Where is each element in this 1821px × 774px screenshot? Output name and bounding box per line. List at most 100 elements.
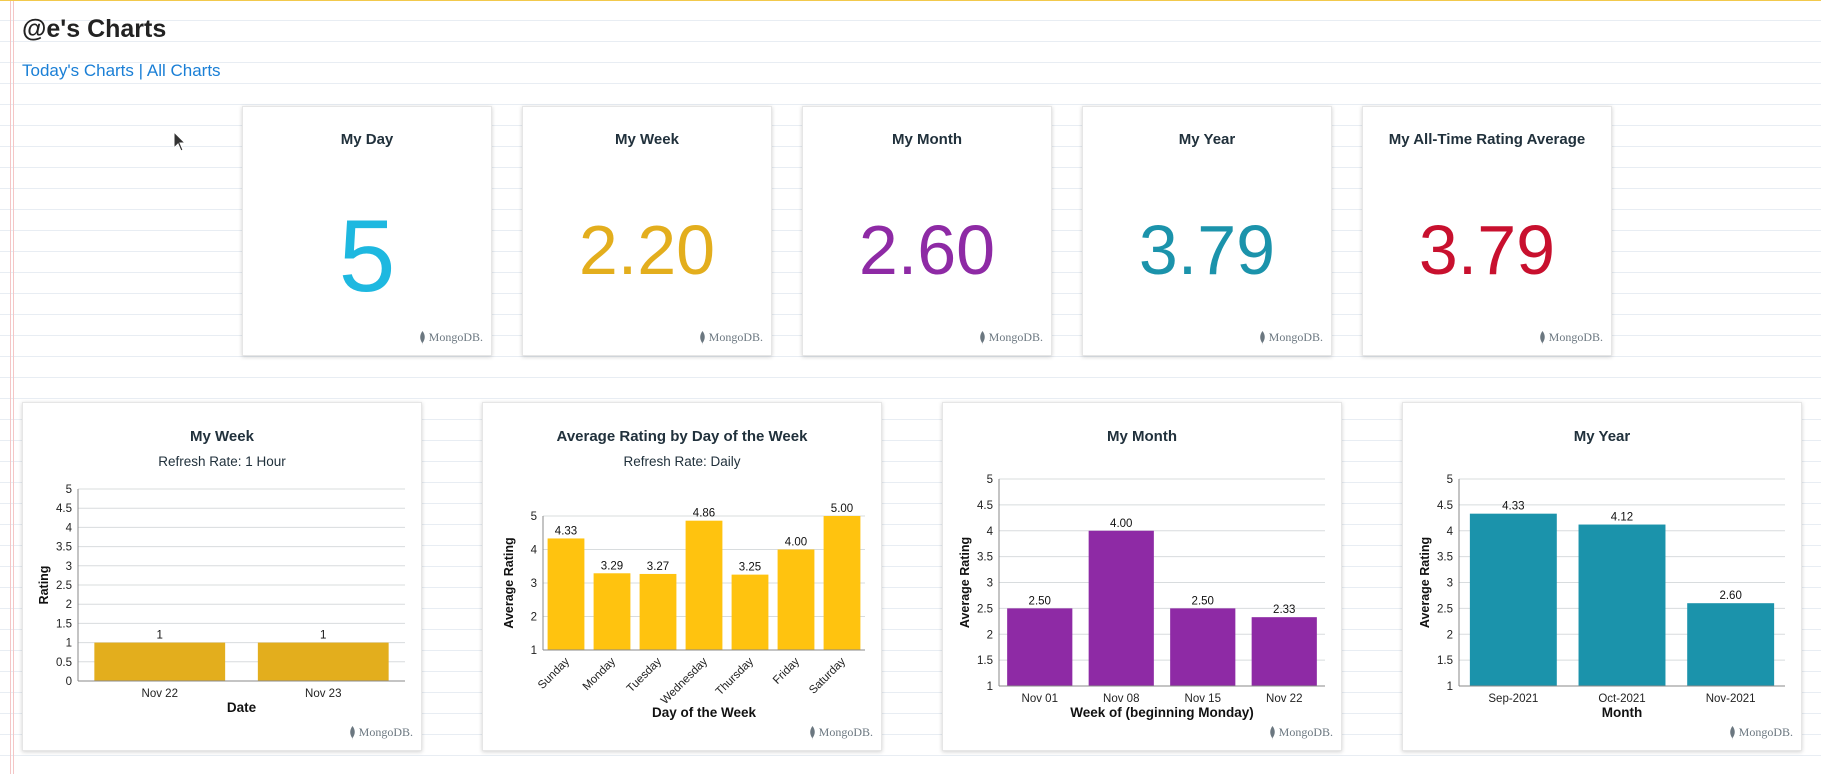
bar <box>1007 608 1073 686</box>
bar <box>685 520 723 650</box>
kpi-card-day[interactable]: My Day 5 MongoDB. <box>242 106 492 356</box>
x-tick-label: Sunday <box>536 655 572 691</box>
watermark-label: MongoDB. <box>1278 725 1333 739</box>
x-tick-label: Nov 22 <box>142 688 178 700</box>
y-tick-label: 4 <box>987 526 994 538</box>
y-tick-label: 4.5 <box>1437 500 1453 512</box>
bar-value-label: 3.27 <box>647 561 669 573</box>
kpi-title: My Year <box>1178 131 1236 148</box>
y-tick-label: 1 <box>987 681 993 693</box>
bar <box>1469 513 1557 686</box>
watermark-label: MongoDB. <box>818 725 873 739</box>
kpi-card-week[interactable]: My Week 2.20 MongoDB. <box>522 106 772 356</box>
watermark-label: MongoDB. <box>428 330 483 344</box>
y-tick-label: 3.5 <box>977 552 993 564</box>
watermark-label: MongoDB. <box>708 330 763 344</box>
kpi-title: My Day <box>340 131 394 148</box>
chart-title: Average Rating by Day of the Week <box>556 428 808 445</box>
bar <box>547 538 585 650</box>
y-tick-label: 1.5 <box>56 618 72 630</box>
x-tick-label: Nov 15 <box>1185 693 1221 705</box>
chart-subtitle: Refresh Rate: Daily <box>623 454 741 469</box>
mongodb-watermark: MongoDB. <box>419 330 483 345</box>
bar <box>257 642 389 681</box>
x-tick-label: Nov 22 <box>1266 693 1302 705</box>
y-tick-label: 5 <box>531 511 537 523</box>
kpi-title: My Week <box>615 131 679 148</box>
y-tick-label: 1 <box>1447 681 1453 693</box>
y-axis-title: Rating <box>37 566 51 605</box>
x-axis-title: Month <box>1602 705 1642 720</box>
kpi-value: 2.60 <box>858 211 996 289</box>
chart-card-day-of-week[interactable]: Average Rating by Day of the Week Refres… <box>482 402 882 751</box>
mongodb-leaf-icon <box>979 330 985 345</box>
mongodb-watermark: MongoDB. <box>699 330 763 345</box>
mongodb-watermark: MongoDB. <box>1539 330 1603 345</box>
chart-card-my-month[interactable]: My Month 1 1.5 2 2.5 3 3.5 4 4.5 5 2.50 Nov 01 4.00… <box>942 402 1342 751</box>
bar <box>823 516 861 650</box>
y-tick-label: 4 <box>1447 526 1454 538</box>
page-title: @e's Charts <box>22 15 167 43</box>
x-tick-label: Tuesday <box>625 655 665 695</box>
bar <box>639 573 677 650</box>
y-tick-label: 2.5 <box>56 580 72 592</box>
all-charts-link[interactable]: All Charts <box>146 61 221 80</box>
bar <box>1687 603 1775 686</box>
y-tick-label: 5 <box>1447 474 1453 486</box>
y-tick-label: 2.5 <box>977 603 993 615</box>
bar <box>731 574 769 650</box>
bar-value-label: 4.33 <box>1502 501 1524 513</box>
bar <box>593 573 631 650</box>
mongodb-leaf-icon <box>699 330 705 345</box>
x-axis-title: Date <box>227 700 257 715</box>
kpi-title: My Month <box>892 131 962 148</box>
mongodb-leaf-icon <box>1539 330 1545 345</box>
mongodb-watermark: MongoDB. <box>349 725 413 740</box>
bar-value-label: 2.60 <box>1719 590 1741 602</box>
kpi-value: 3.79 <box>1138 211 1276 289</box>
kpi-value: 5 <box>338 199 396 313</box>
y-tick-label: 4.5 <box>56 503 72 515</box>
bar <box>777 549 815 650</box>
bar <box>1088 530 1154 686</box>
kpi-value: 2.20 <box>578 211 716 289</box>
todays-charts-link[interactable]: Today's Charts <box>22 61 134 80</box>
y-tick-label: 2.5 <box>1437 603 1453 615</box>
y-axis-title: Average Rating <box>958 537 972 628</box>
bar <box>1170 608 1236 686</box>
x-tick-label: Nov-2021 <box>1706 693 1756 705</box>
y-tick-label: 0 <box>66 676 72 688</box>
bar-value-label: 4.00 <box>785 537 807 549</box>
chart-nav: Today's Charts | All Charts <box>22 61 221 81</box>
bar-value-label: 4.00 <box>1110 518 1132 530</box>
my-week-bar-chart: 0 0.5 1 1.5 2 2.5 3 3.5 4 4.5 5 1 Nov 22 1 Nov 23 Date R… <box>37 484 405 715</box>
y-tick-label: 4 <box>531 545 538 557</box>
x-axis-title: Week of (beginning Monday) <box>1070 705 1254 720</box>
x-tick-label: Friday <box>771 655 802 686</box>
chart-card-my-year[interactable]: My Year 1 1.5 2 2.5 3 3.5 4 4.5 5 4.33 Sep-2021 4.1… <box>1402 402 1802 751</box>
bar-value-label: 1 <box>157 630 163 642</box>
x-tick-label: Wednesday <box>659 655 710 706</box>
bar-value-label: 4.12 <box>1611 512 1633 524</box>
mongodb-watermark: MongoDB. <box>1729 725 1793 740</box>
bar-value-label: 2.33 <box>1273 604 1295 616</box>
mongodb-leaf-icon <box>1259 330 1265 345</box>
mouse-cursor-icon <box>173 131 187 152</box>
kpi-card-month[interactable]: My Month 2.60 MongoDB. <box>802 106 1052 356</box>
chart-card-my-week[interactable]: My Week Refresh Rate: 1 Hour 0 0.5 1 1.5 2 2.… <box>22 402 422 751</box>
x-tick-label: Sep-2021 <box>1488 693 1538 705</box>
y-tick-label: 5 <box>987 474 993 486</box>
mongodb-watermark: MongoDB. <box>979 330 1043 345</box>
mongodb-watermark: MongoDB. <box>1269 725 1333 740</box>
x-tick-label: Saturday <box>807 655 848 696</box>
bar-value-label: 4.33 <box>555 525 577 537</box>
bar-value-label: 4.86 <box>693 508 715 520</box>
kpi-card-all-time[interactable]: My All-Time Rating Average 3.79 MongoDB. <box>1362 106 1612 356</box>
y-tick-label: 4.5 <box>977 500 993 512</box>
y-tick-label: 3 <box>531 578 537 590</box>
chart-title: My Year <box>1573 428 1631 445</box>
kpi-card-year[interactable]: My Year 3.79 MongoDB. <box>1082 106 1332 356</box>
chart-title: My Week <box>190 428 254 445</box>
y-tick-label: 4 <box>66 522 73 534</box>
watermark-label: MongoDB. <box>1548 330 1603 344</box>
